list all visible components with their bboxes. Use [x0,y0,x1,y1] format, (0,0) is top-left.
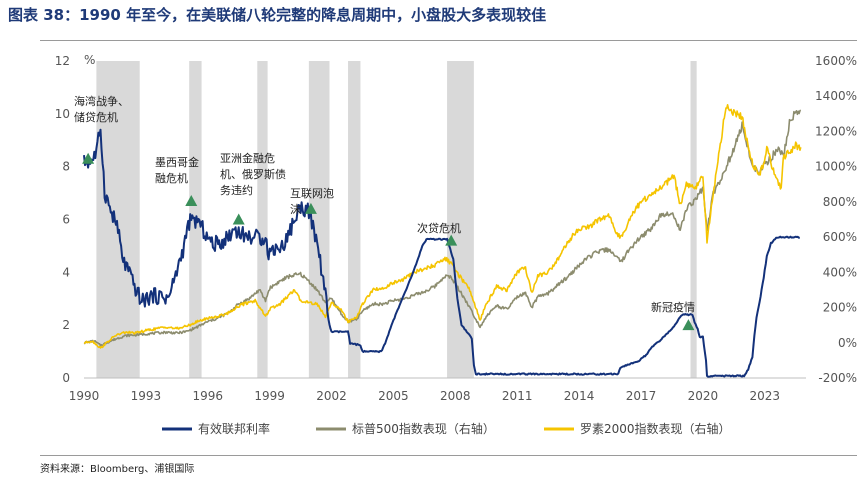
y-right-tick-800pct: 800% [823,195,857,209]
y-left-tick-10: 10 [55,107,70,121]
x-tick-2005: 2005 [378,389,409,403]
x-tick-1999: 1999 [254,389,285,403]
annotation-2-line-1: 机、俄罗斯债 [220,167,286,181]
legend-label-2: 罗素2000指数表现（右轴） [580,421,731,436]
annotation-3-line-1: 沫 [290,203,301,216]
series-line-1 [83,109,802,347]
y-right-tick-600pct: 600% [823,230,857,244]
event-marker-0 [82,152,95,164]
y-left-tick-8: 8 [62,160,70,174]
legend-label-1: 标普500指数表现（右轴） [352,421,495,436]
source-note: 资料来源：Bloomberg、浦银国际 [40,464,195,475]
annotation-0-line-0: 海湾战争、 [74,94,129,108]
y-right-tick-200pct: 200% [823,301,857,315]
y-right-tick-labels: -200% 0% 200% 400% 600% 800% 1000% 1200% 1400% 16… [815,54,857,385]
title-rule [40,40,857,41]
y-left-tick-12: 12 [55,54,70,68]
y-right-tick-1200pct: 1200% [815,124,857,138]
annotation-2-line-2: 务违约 [220,184,253,197]
annotation-4-line-0: 次贷危机 [417,221,461,235]
event-marker-1 [185,195,198,207]
shaded-period-4 [348,61,361,378]
y-left-unit: % [84,53,95,67]
x-tick-2023: 2023 [749,389,780,403]
source-rule [40,455,857,456]
x-tick-2020: 2020 [688,389,719,403]
x-tick-1993: 1993 [131,389,162,403]
y-left-tick-4: 4 [62,265,70,279]
legend-label-0: 有效联邦利率 [198,421,270,436]
event-marker-2 [232,213,245,225]
shaded-period-5 [447,61,474,378]
x-tick-1990: 1990 [69,389,100,403]
x-tick-2008: 2008 [440,389,471,403]
shaded-period-3 [308,61,330,378]
event-markers [82,152,695,331]
x-tick-2017: 2017 [626,389,657,403]
x-tick-labels: 1990 1993 1996 1999 2002 2005 2008 2011 2014 2017… [69,389,780,403]
series-line-0 [83,128,800,378]
shaded-period-6 [690,61,697,378]
annotation-1-line-0: 墨西哥金 [155,155,199,169]
series-lines [83,104,802,378]
annotation-0-line-1: 储贷危机 [74,110,118,124]
y-left-tick-6: 6 [62,213,70,227]
legend: 有效联邦利率 标普500指数表现（右轴） 罗素2000指数表现（右轴） [162,421,731,436]
event-marker-5 [682,319,695,331]
annotation-1-line-1: 融危机 [155,171,188,185]
y-left-tick-2: 2 [62,318,70,332]
annotation-5-line-0: 新冠疫情 [651,300,695,314]
y-left-tick-0: 0 [62,371,70,385]
y-right-tick-1000pct: 1000% [815,160,857,174]
figure-title: 图表 38：1990 年至今，在美联储八轮完整的降息周期中，小盘股大多表现较佳 [8,6,547,24]
x-tick-1996: 1996 [192,389,223,403]
event-marker-3 [304,202,317,214]
x-tick-2002: 2002 [316,389,347,403]
y-right-tick--200pct: -200% [818,371,857,385]
y-right-tick-400pct: 400% [823,265,857,279]
y-right-tick-0pct: 0% [838,336,857,350]
y-left-tick-labels: 0 2 4 6 8 10 12 [55,54,70,385]
shaded-period-2 [257,61,268,378]
series-line-2 [83,104,802,349]
annotation-2-line-0: 亚洲金融危 [220,151,275,165]
event-marker-4 [445,234,458,246]
y-right-tick-1400pct: 1400% [815,89,857,103]
x-tick-2011: 2011 [502,389,533,403]
annotation-3-line-0: 互联网泡 [290,186,334,200]
y-right-tick-1600pct: 1600% [815,54,857,68]
x-tick-2014: 2014 [564,389,595,403]
shaded-period-0 [96,61,140,378]
